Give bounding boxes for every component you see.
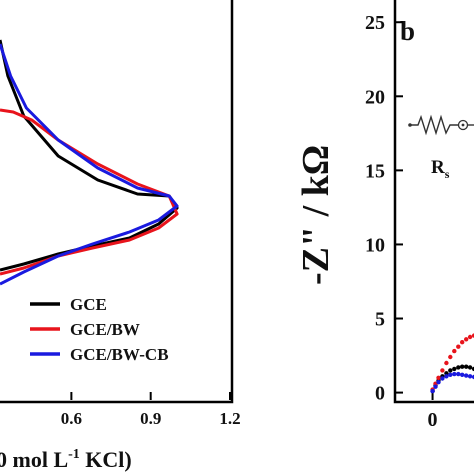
legend-label: GCE/BW	[70, 320, 140, 339]
eis-point-gce-bw	[471, 333, 474, 338]
eis-point-gce	[456, 365, 461, 370]
panel-a-legend: GCE GCE/BW GCE/BW-CB	[30, 295, 169, 364]
eis-point-gce-bw-cb	[464, 373, 469, 378]
eis-point-gce	[448, 368, 453, 373]
eis-point-gce-bw	[444, 360, 449, 366]
eis-point-gce-bw-cb	[460, 372, 465, 377]
eis-point-gce-bw	[460, 340, 465, 345]
panel-b-y-axis-label: -Z" / kΩ	[295, 145, 337, 285]
panel-b-nyquist-plot: b 0 5 10 15 20 25 0 -Z" / kΩ Rs	[295, 0, 474, 431]
eis-point-gce-bw-cb	[444, 374, 449, 379]
y-tick-label: 0	[375, 383, 385, 405]
legend-label: GCE/BW-CB	[70, 345, 169, 364]
eis-point-gce-bw	[440, 368, 445, 373]
eis-point-gce	[460, 364, 465, 369]
circuit-node-right-dot	[461, 123, 465, 127]
eis-point-gce-bw	[467, 334, 473, 340]
x-axis-label-tail: KCl)	[80, 447, 132, 472]
panel-a-cyclic-voltammogram: 0.6 0.9 1.2 GCE GCE/BW GCE/BW-CB 0 mol L-1 K…	[0, 0, 241, 472]
eis-point-gce-bw	[452, 348, 457, 354]
x-tick-label: 0.6	[61, 409, 82, 428]
eis-point-gce	[467, 365, 473, 370]
equivalent-circuit-inset: Rs	[408, 114, 474, 181]
eis-point-gce-bw	[448, 354, 453, 360]
y-tick-label: 5	[375, 309, 385, 331]
y-tick-label: 15	[365, 160, 385, 182]
panel-b-frame	[393, 0, 474, 404]
panel-b-label: b	[400, 16, 415, 46]
eis-point-gce	[464, 364, 469, 369]
x-tick-label: 1.2	[219, 409, 240, 428]
circuit-node-left	[408, 123, 412, 127]
circuit-resistor-symbol	[410, 114, 458, 136]
panel-b-y-ticks: 0 5 10 15 20 25	[365, 12, 403, 405]
legend-label: GCE	[70, 295, 107, 314]
eis-point-gce-bw-cb	[456, 371, 461, 377]
y-tick-label: 25	[365, 12, 385, 34]
y-tick-label: 20	[365, 86, 385, 108]
cv-curve-gce-bw-cb	[0, 43, 179, 286]
eis-point-gce-bw-cb	[430, 388, 435, 394]
panel-b-x-ticks: 0	[428, 392, 438, 431]
x-axis-label-main: 0 mol L	[0, 447, 68, 472]
cv-curve-gce	[0, 39, 179, 272]
eis-point-gce	[471, 366, 474, 372]
eis-point-gce-bw-cb	[440, 376, 445, 381]
eis-point-gce	[452, 366, 457, 372]
eis-point-gce-bw	[436, 375, 441, 380]
eis-point-gce-bw-cb	[448, 372, 453, 377]
eis-point-gce-bw-cb	[471, 374, 474, 380]
eis-point-gce-bw-cb	[433, 384, 438, 389]
x-tick-label: 0	[428, 409, 438, 431]
y-tick-label: 10	[365, 234, 385, 256]
eis-point-gce-bw-cb	[436, 380, 441, 385]
circuit-rs-subscript: s	[445, 167, 450, 181]
eis-point-gce-bw-cb	[467, 374, 473, 379]
circuit-rs-label: Rs	[431, 157, 450, 181]
panel-a-x-ticks: 0.6 0.9 1.2	[61, 392, 241, 428]
panel-a-curves	[0, 39, 179, 286]
eis-point-gce-bw	[456, 344, 461, 349]
eis-point-gce-bw-cb	[452, 371, 457, 377]
eis-point-gce-bw	[464, 337, 469, 342]
panel-b-data-points	[430, 333, 474, 394]
circuit-rs-main: R	[431, 157, 445, 178]
panel-a-x-axis-label: 0 mol L-1 KCl)	[0, 447, 132, 472]
x-axis-label-superscript: -1	[68, 447, 80, 462]
x-tick-label: 0.9	[140, 409, 161, 428]
panel-a-frame	[0, 0, 234, 404]
